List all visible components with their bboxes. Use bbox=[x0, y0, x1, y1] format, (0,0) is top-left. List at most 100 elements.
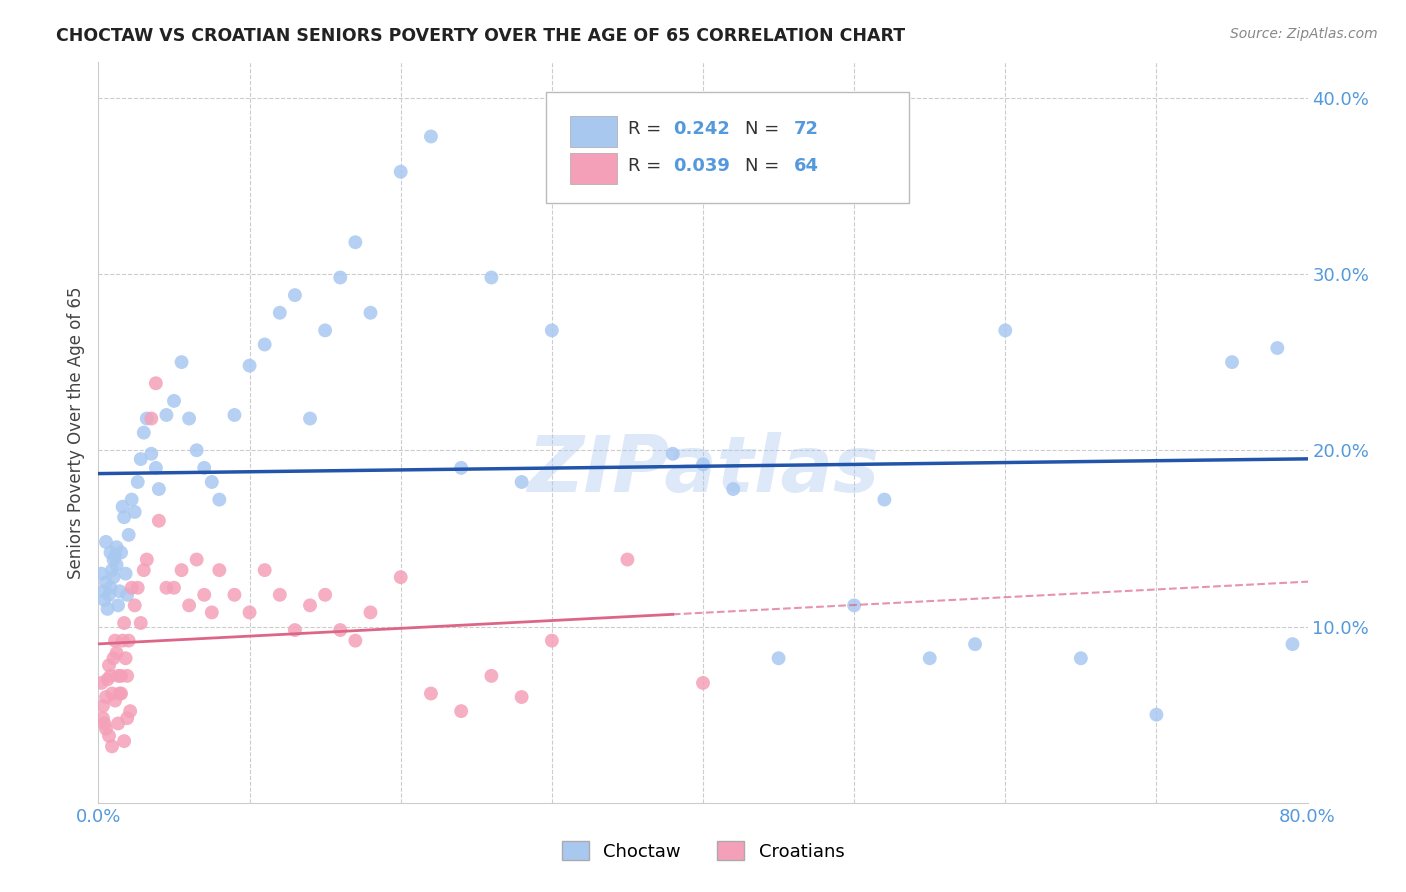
Point bbox=[723, 482, 745, 496]
Point bbox=[104, 633, 127, 648]
Point bbox=[115, 711, 138, 725]
Point bbox=[208, 563, 231, 577]
Point bbox=[114, 566, 136, 581]
Point bbox=[135, 411, 157, 425]
Legend: Choctaw, Croatians: Choctaw, Croatians bbox=[554, 834, 852, 868]
Point bbox=[115, 588, 138, 602]
Point bbox=[101, 686, 124, 700]
FancyBboxPatch shape bbox=[569, 116, 617, 147]
Point bbox=[692, 458, 714, 472]
Point bbox=[420, 129, 443, 144]
Point bbox=[129, 615, 152, 630]
Point bbox=[100, 581, 122, 595]
Point bbox=[111, 500, 134, 514]
Point bbox=[239, 359, 262, 373]
Point bbox=[389, 570, 412, 584]
Point bbox=[201, 475, 224, 489]
Point bbox=[124, 599, 146, 613]
Point bbox=[208, 492, 231, 507]
Point bbox=[100, 669, 122, 683]
Point bbox=[135, 552, 157, 566]
Point bbox=[510, 690, 533, 704]
Point bbox=[98, 588, 121, 602]
Point bbox=[107, 716, 129, 731]
Point bbox=[132, 563, 155, 577]
Point bbox=[253, 563, 276, 577]
Point bbox=[450, 461, 472, 475]
Point bbox=[344, 633, 367, 648]
Point bbox=[141, 447, 163, 461]
Point bbox=[918, 651, 941, 665]
Point bbox=[163, 581, 186, 595]
Point bbox=[193, 461, 215, 475]
Text: Source: ZipAtlas.com: Source: ZipAtlas.com bbox=[1230, 27, 1378, 41]
Point bbox=[107, 669, 129, 683]
Point bbox=[121, 492, 143, 507]
Point bbox=[844, 599, 866, 613]
Point bbox=[616, 552, 638, 566]
Point bbox=[103, 552, 125, 566]
Text: CHOCTAW VS CROATIAN SENIORS POVERTY OVER THE AGE OF 65 CORRELATION CHART: CHOCTAW VS CROATIAN SENIORS POVERTY OVER… bbox=[56, 27, 905, 45]
Point bbox=[360, 306, 382, 320]
Point bbox=[118, 633, 141, 648]
Point bbox=[616, 182, 638, 196]
Point bbox=[112, 615, 135, 630]
Point bbox=[114, 651, 136, 665]
Point bbox=[129, 452, 152, 467]
Point bbox=[163, 393, 186, 408]
Point bbox=[299, 599, 322, 613]
Text: 0.039: 0.039 bbox=[672, 157, 730, 175]
Point bbox=[284, 288, 307, 302]
Point bbox=[101, 739, 124, 754]
Point bbox=[201, 606, 224, 620]
Point bbox=[481, 669, 503, 683]
Point bbox=[94, 535, 117, 549]
Point bbox=[873, 492, 896, 507]
Point bbox=[329, 623, 352, 637]
Point bbox=[108, 584, 131, 599]
Point bbox=[314, 588, 336, 602]
Point bbox=[224, 408, 246, 422]
Point bbox=[179, 599, 201, 613]
Point bbox=[101, 563, 124, 577]
Point bbox=[155, 581, 177, 595]
Point bbox=[145, 376, 167, 391]
Point bbox=[104, 693, 127, 707]
Point bbox=[112, 510, 135, 524]
Point bbox=[1281, 637, 1303, 651]
Point bbox=[155, 408, 177, 422]
FancyBboxPatch shape bbox=[569, 153, 617, 184]
Point bbox=[110, 669, 132, 683]
Point bbox=[94, 575, 117, 590]
Point bbox=[253, 337, 276, 351]
Point bbox=[145, 461, 167, 475]
Point bbox=[344, 235, 367, 250]
Point bbox=[360, 606, 382, 620]
Point bbox=[481, 270, 503, 285]
Point bbox=[98, 729, 121, 743]
Point bbox=[239, 606, 262, 620]
Point bbox=[121, 581, 143, 595]
Point bbox=[107, 599, 129, 613]
Point bbox=[132, 425, 155, 440]
Point bbox=[105, 540, 128, 554]
Point bbox=[120, 704, 142, 718]
Point bbox=[127, 581, 149, 595]
Point bbox=[90, 676, 112, 690]
Point bbox=[994, 323, 1017, 337]
Point bbox=[148, 514, 170, 528]
Point bbox=[96, 673, 118, 687]
Point bbox=[510, 475, 533, 489]
Point bbox=[1267, 341, 1289, 355]
Text: R =: R = bbox=[628, 157, 666, 175]
Point bbox=[314, 323, 336, 337]
Point bbox=[389, 165, 412, 179]
Point bbox=[141, 411, 163, 425]
Text: 64: 64 bbox=[793, 157, 818, 175]
Point bbox=[193, 588, 215, 602]
Point bbox=[103, 651, 125, 665]
Point bbox=[91, 698, 114, 713]
Point bbox=[148, 482, 170, 496]
Point bbox=[103, 570, 125, 584]
Point bbox=[105, 558, 128, 572]
